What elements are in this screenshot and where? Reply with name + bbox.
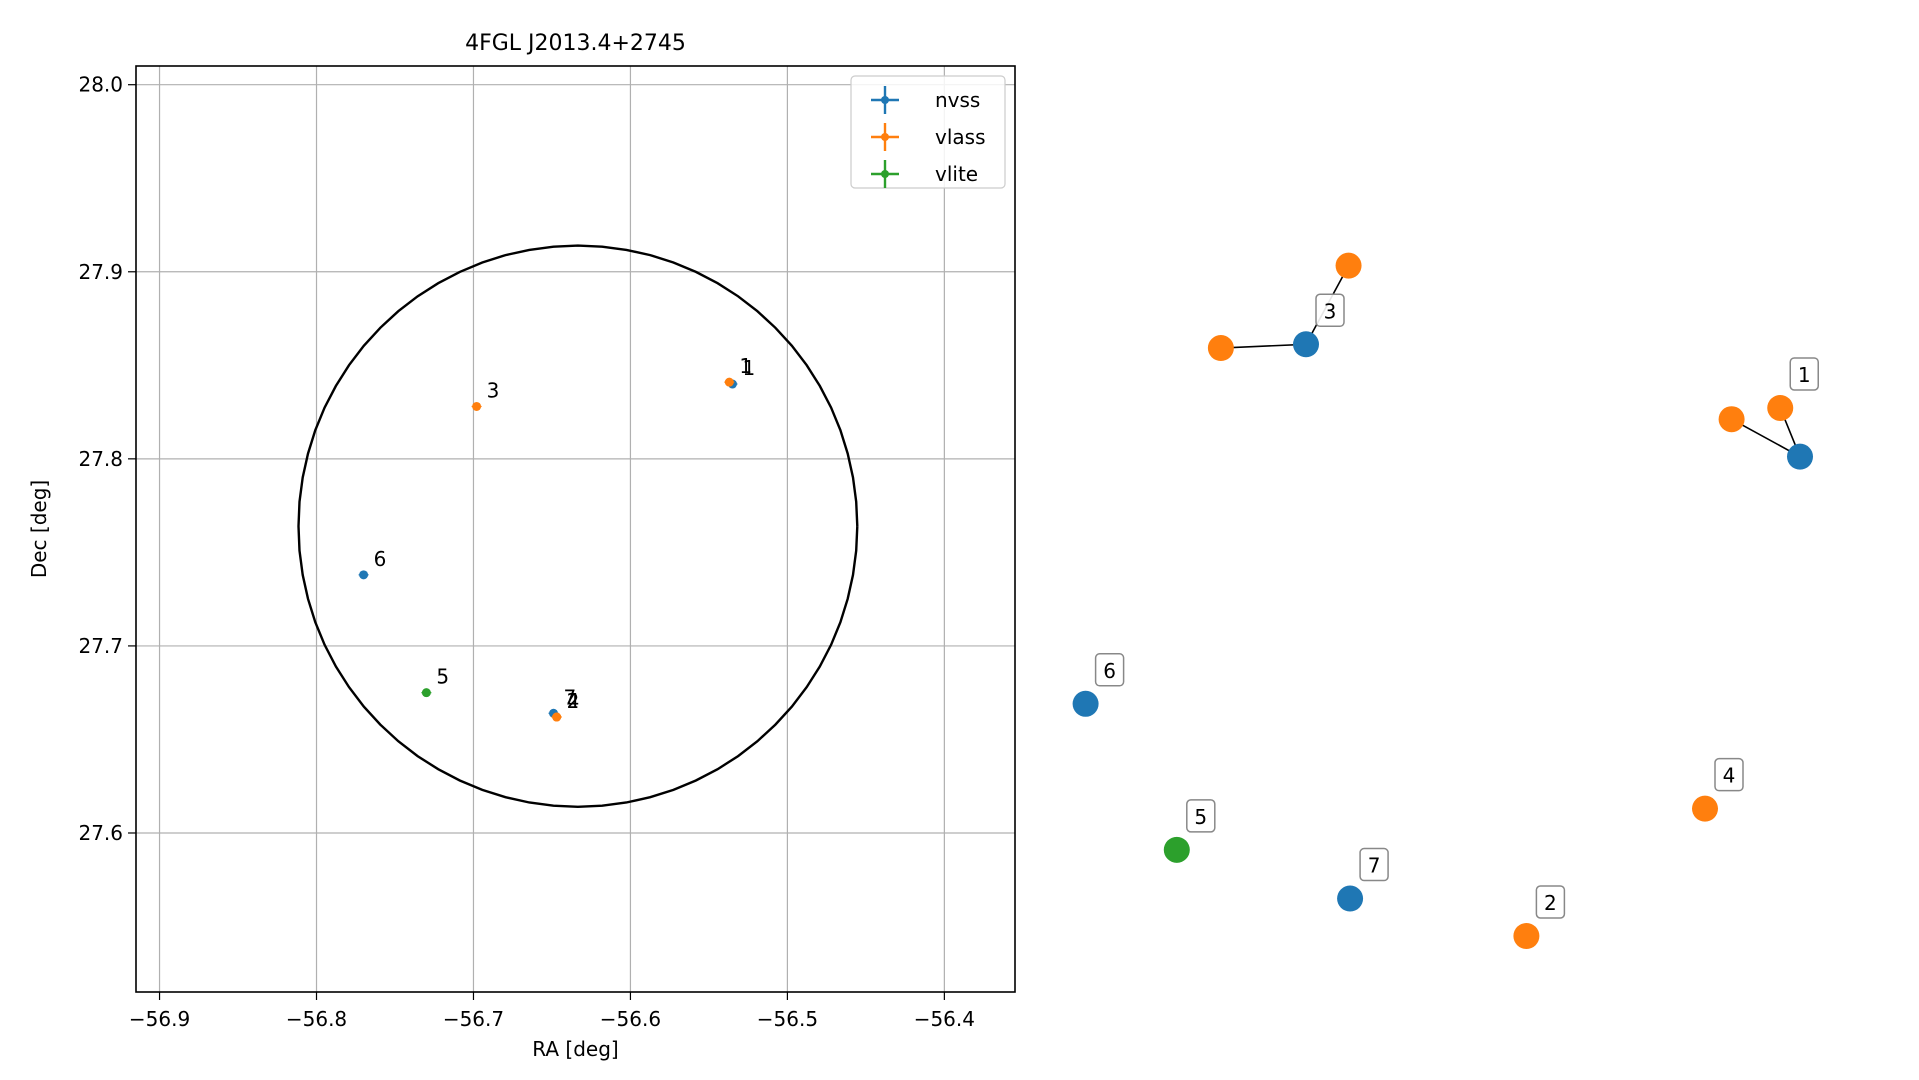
x-tick-label: −56.5 xyxy=(757,1007,818,1031)
graph-edge xyxy=(1220,343,1307,349)
point-label: 7 xyxy=(564,685,577,709)
point-label: 2 xyxy=(567,689,580,713)
graph-node xyxy=(1718,406,1745,433)
chart-title: 4FGL J2013.4+2745 xyxy=(465,31,686,56)
x-tick-label: −56.6 xyxy=(600,1007,661,1031)
graph-node xyxy=(1293,331,1319,358)
y-tick-label: 28.0 xyxy=(78,73,123,97)
error-ellipse-layer xyxy=(297,244,859,809)
legend-label-nvss: nvss xyxy=(935,88,980,112)
y-tick-label: 27.6 xyxy=(78,821,123,845)
legend-marker-nvss xyxy=(881,96,889,104)
legend-box xyxy=(850,75,1006,189)
graph-node xyxy=(1072,690,1099,717)
graph-node-label: 4 xyxy=(1723,764,1736,788)
point-label: 1 xyxy=(739,354,752,378)
vlass-point xyxy=(552,712,562,722)
graph-label-box xyxy=(1535,885,1566,919)
vlass-point xyxy=(724,377,734,387)
graph-node xyxy=(1787,443,1813,470)
y-axis-ticks: 27.6 27.7 27.8 27.9 28.0 xyxy=(78,73,136,845)
graph-node-label: 1 xyxy=(1798,363,1811,387)
x-axis-label: RA [deg] xyxy=(532,1037,618,1061)
graph-node xyxy=(1207,335,1234,362)
graph-node-label: 2 xyxy=(1544,891,1557,915)
x-tick-label: −56.7 xyxy=(443,1007,504,1031)
graph-node-label: 6 xyxy=(1103,659,1116,683)
y-tick-label: 27.8 xyxy=(78,447,123,471)
x-axis-ticks: −56.9 −56.8 −56.7 −56.6 −56.5 −56.4 xyxy=(129,992,975,1031)
graph-nodes xyxy=(1072,252,1813,949)
graph-node xyxy=(1767,394,1794,421)
y-tick-label: 27.7 xyxy=(78,634,123,658)
vlass-point xyxy=(472,401,482,411)
vlite-point xyxy=(421,688,431,698)
legend-label-vlite: vlite xyxy=(935,162,978,186)
legend-label-vlass: vlass xyxy=(935,125,986,149)
graph-node-label: 3 xyxy=(1324,299,1337,323)
graph-label-box xyxy=(1315,293,1345,328)
legend-marker-vlite xyxy=(881,170,889,178)
graph-node-label: 5 xyxy=(1194,805,1207,829)
error-ellipse xyxy=(297,244,859,809)
legend: nvss vlass vlite xyxy=(850,75,1006,189)
point-label: 5 xyxy=(436,665,449,689)
point-label: 4 xyxy=(567,689,580,713)
source-points xyxy=(358,377,738,722)
graph-node-labels: 1 3 6 5 7 2 4 xyxy=(1094,293,1819,919)
point-label: 1 xyxy=(742,356,755,380)
point-label: 6 xyxy=(374,547,387,571)
graph-node xyxy=(1513,923,1540,949)
graph-node xyxy=(1692,795,1718,822)
graph-label-box xyxy=(1094,653,1125,687)
graph-node xyxy=(1163,836,1190,863)
x-tick-label: −56.9 xyxy=(129,1007,190,1031)
x-tick-label: −56.8 xyxy=(286,1007,347,1031)
graph-label-box xyxy=(1714,757,1744,792)
y-tick-label: 27.9 xyxy=(78,260,123,284)
y-axis-label: Dec [deg] xyxy=(27,480,51,578)
graph-node xyxy=(1337,885,1364,912)
nvss-point xyxy=(359,570,369,580)
graph-label-box xyxy=(1359,847,1389,882)
association-graph: 1 3 6 5 7 2 4 xyxy=(1072,252,1819,949)
graph-label-box xyxy=(1186,799,1216,833)
graph-label-box xyxy=(1789,357,1819,391)
graph-node-label: 7 xyxy=(1368,854,1381,878)
axes-frame xyxy=(135,65,1016,993)
graph-node xyxy=(1335,252,1362,279)
legend-marker-vlass xyxy=(881,133,889,141)
point-label: 3 xyxy=(487,378,500,402)
x-tick-label: −56.4 xyxy=(914,1007,975,1031)
